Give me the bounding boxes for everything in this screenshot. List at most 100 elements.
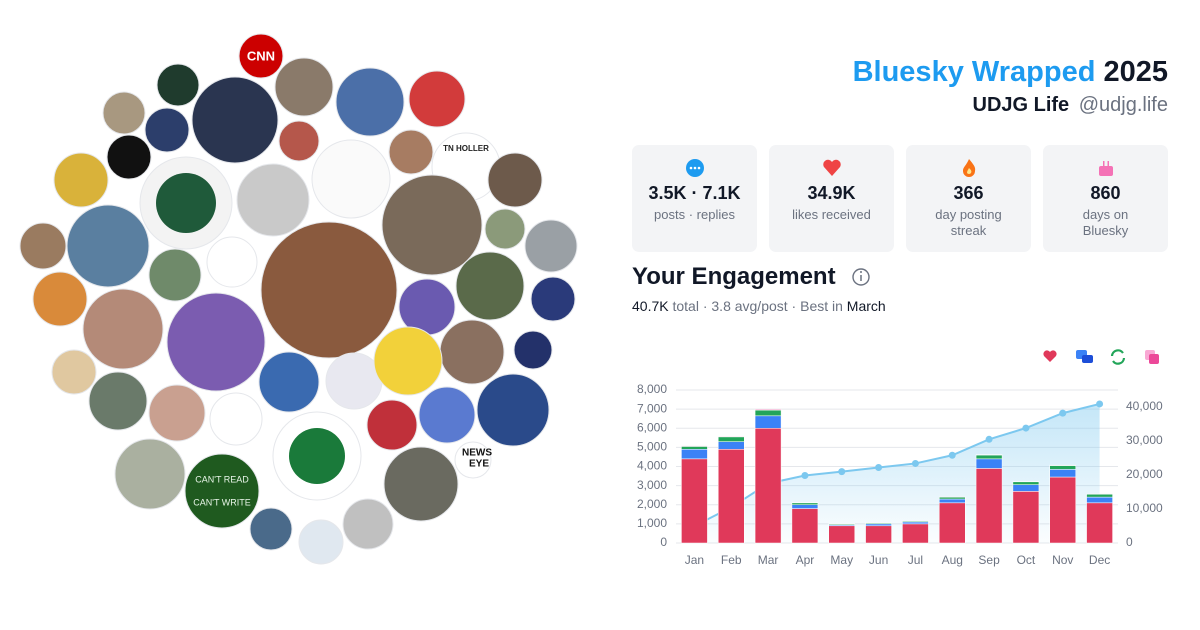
title-brand: Bluesky Wrapped	[852, 56, 1096, 88]
avatar	[166, 292, 266, 392]
line-point	[985, 435, 993, 443]
avatar	[439, 319, 505, 385]
y2-tick-label: 0	[1126, 535, 1133, 549]
bar	[718, 436, 745, 438]
title: Bluesky Wrapped 2025	[853, 56, 1168, 89]
avatar	[209, 392, 263, 446]
avatar	[278, 120, 320, 162]
avatar	[274, 57, 334, 117]
avatar	[156, 63, 200, 107]
x-tick-label: Jan	[685, 553, 704, 567]
avatar	[258, 351, 320, 413]
bar	[681, 458, 708, 544]
legend-likes[interactable]	[1043, 350, 1057, 362]
summary-text: total · 3.8 avg/post · Best in	[672, 298, 843, 314]
x-tick-label: Aug	[942, 553, 963, 567]
stat-value: 366	[953, 183, 984, 203]
y-tick-label: 5,000	[637, 440, 667, 454]
bar	[975, 458, 1003, 469]
avatar	[487, 152, 543, 208]
x-tick-label: Dec	[1089, 553, 1110, 567]
bar	[754, 409, 782, 411]
avatar	[366, 399, 418, 451]
avatar	[148, 384, 206, 442]
avatar	[148, 248, 202, 302]
line-point	[948, 451, 956, 459]
avatar-text: CAN'T WRITE	[193, 497, 251, 507]
avatar	[88, 371, 148, 431]
bar	[718, 441, 745, 450]
stat-card: 3.5K · 7.1K posts · replies	[632, 145, 757, 252]
x-tick-label: Jul	[908, 553, 923, 567]
info-icon[interactable]	[852, 268, 870, 286]
stat-card: 860 days on Bluesky	[1043, 145, 1168, 252]
bar	[1012, 481, 1040, 485]
stat-label: days on Bluesky	[1082, 207, 1129, 238]
bar	[865, 523, 892, 527]
avatar	[388, 129, 434, 175]
bar	[1086, 502, 1113, 544]
legend-reposts[interactable]	[1110, 349, 1126, 365]
avatar	[66, 204, 150, 288]
avatar	[106, 134, 152, 180]
avatar	[249, 507, 293, 551]
line-point	[875, 464, 883, 472]
stat-card: 34.9K likes received	[769, 145, 894, 252]
x-tick-label: May	[830, 553, 853, 567]
x-tick-label: Feb	[721, 553, 742, 567]
bar	[718, 436, 745, 442]
avatar-text: TN HOLLER	[443, 144, 489, 153]
y-tick-label: 3,000	[637, 478, 667, 492]
avatar	[476, 373, 550, 447]
bar	[1049, 476, 1076, 544]
x-tick-label: Apr	[796, 553, 815, 567]
bar	[1012, 491, 1040, 544]
stat-label: likes received	[792, 207, 871, 222]
summary: 40.7K total · 3.8 avg/post · Best in Mar…	[632, 298, 886, 314]
avatar	[236, 163, 310, 237]
bar	[718, 449, 745, 544]
bar	[1086, 496, 1113, 504]
summary-best: March	[846, 298, 886, 314]
avatar-art	[289, 428, 345, 484]
bar	[681, 446, 708, 450]
avatar	[530, 276, 576, 322]
avatar	[373, 326, 443, 396]
line-point	[801, 472, 809, 480]
bar	[681, 449, 708, 460]
avatar	[82, 288, 164, 370]
title-year: 2025	[1103, 56, 1168, 88]
y-tick-label: 1,000	[637, 516, 667, 530]
avatar	[206, 236, 258, 288]
bar	[902, 523, 929, 544]
bar	[828, 525, 855, 544]
avatar	[51, 349, 97, 395]
y-tick-label: 2,000	[637, 497, 667, 511]
bar	[791, 508, 819, 544]
bar	[902, 521, 929, 525]
x-tick-label: Nov	[1052, 553, 1073, 567]
bar	[939, 496, 966, 500]
line-point	[1022, 424, 1030, 432]
bar	[975, 468, 1003, 544]
user: UDJG Life @udjg.life	[973, 94, 1169, 117]
avatar	[381, 174, 483, 276]
stat-value: 34.9K	[807, 183, 856, 203]
line-point	[1096, 400, 1104, 408]
avatar	[455, 251, 525, 321]
bar	[1086, 493, 1113, 498]
y-tick-label: 4,000	[637, 459, 667, 473]
avatar-text: NEWS	[462, 448, 492, 459]
line-point	[1059, 409, 1067, 417]
y2-tick-label: 30,000	[1126, 433, 1163, 447]
user-name: UDJG Life	[972, 94, 1070, 116]
x-tick-label: Jun	[869, 553, 888, 567]
avatar-text: EYE	[469, 459, 489, 470]
bar	[754, 409, 782, 417]
bar	[865, 525, 892, 544]
bar	[939, 502, 966, 544]
y2-tick-label: 40,000	[1126, 399, 1163, 413]
avatar	[311, 139, 391, 219]
y-tick-label: 0	[660, 535, 667, 549]
y2-tick-label: 20,000	[1126, 467, 1163, 481]
